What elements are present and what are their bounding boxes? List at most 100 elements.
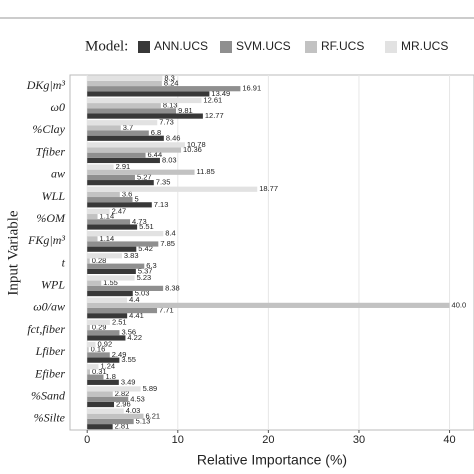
bar [87, 424, 113, 430]
value-label: 7.71 [159, 306, 174, 315]
value-label: 7.13 [154, 200, 169, 209]
value-label: 3.55 [121, 355, 136, 364]
value-label: 10.78 [187, 140, 206, 149]
x-tick-label: 20 [262, 434, 274, 446]
value-label: 4.4 [129, 295, 139, 304]
bar [87, 313, 128, 319]
bar [87, 418, 134, 425]
bar [87, 108, 177, 114]
value-label: 8.03 [162, 155, 177, 164]
value-label: 12.61 [203, 95, 222, 104]
bar [87, 219, 131, 225]
bar [87, 214, 98, 220]
bar [87, 253, 122, 259]
y-tick-label: %Silte [34, 411, 66, 425]
value-label: 2.51 [112, 317, 127, 326]
bar [87, 374, 104, 380]
value-label: 13.49 [211, 89, 230, 98]
legend-swatch [385, 41, 397, 53]
bar [87, 231, 164, 237]
legend-swatch [305, 41, 317, 53]
x-tick-label: 0 [84, 434, 90, 446]
x-tick-label: 30 [353, 434, 365, 446]
bar [87, 408, 124, 414]
y-axis-title: Input Variable [5, 210, 21, 295]
value-label: 5.03 [135, 289, 150, 298]
y-tick-label: ω0/aw [33, 300, 65, 314]
legend-label: ANN.UCS [154, 39, 208, 53]
bar [87, 347, 89, 353]
legend-label: MR.UCS [401, 39, 448, 53]
bar [87, 86, 241, 92]
legend-label: SVM.UCS [236, 39, 291, 53]
y-tick-label: Lfiber [35, 344, 66, 358]
value-label: 4.41 [129, 311, 144, 320]
bar [87, 147, 182, 153]
bar [87, 364, 99, 370]
bar [87, 224, 138, 230]
value-label: 5 [135, 195, 139, 204]
bar [87, 241, 159, 247]
value-label: 8.24 [164, 78, 179, 87]
bar [87, 330, 120, 336]
value-label: 5.51 [139, 222, 154, 231]
bar [87, 125, 121, 131]
bar [87, 391, 113, 397]
bar [87, 319, 110, 325]
value-label: 2.91 [116, 162, 131, 171]
bar [87, 75, 163, 81]
bar [87, 258, 90, 264]
value-label: 5.89 [143, 384, 158, 393]
y-tick-label: Tfiber [36, 144, 66, 158]
bar [87, 275, 135, 281]
value-label: 3.7 [123, 123, 133, 132]
value-label: 40.0 [452, 300, 467, 309]
value-label: 5.42 [138, 244, 153, 253]
value-label: 6.3 [146, 261, 156, 270]
value-label: 4.03 [126, 406, 141, 415]
y-tick-label: DKg|m³ [26, 78, 66, 92]
legend-label: RF.UCS [321, 39, 364, 53]
bar [87, 208, 110, 215]
value-label: 0.92 [98, 340, 113, 349]
x-tick-label: 40 [443, 434, 455, 446]
value-label: 3.56 [121, 328, 136, 337]
y-tick-label: aw [51, 167, 65, 181]
bar [87, 164, 114, 170]
value-label: 0.31 [92, 367, 107, 376]
bar [87, 302, 450, 308]
x-axis-title: Relative Importance (%) [197, 452, 347, 468]
bar [87, 236, 98, 242]
y-tick-label: ω0 [51, 100, 65, 114]
bar [87, 197, 133, 203]
legend-swatch [138, 41, 150, 53]
bar [87, 413, 144, 419]
value-label: 0.28 [92, 256, 107, 265]
y-tick-label: %Clay [32, 122, 65, 136]
legend-title: Model: [85, 38, 128, 54]
bar [87, 357, 120, 363]
y-tick-label: Efiber [34, 366, 65, 380]
bar [87, 268, 136, 274]
bar [87, 297, 128, 303]
value-label: 8.4 [165, 229, 175, 238]
x-tick-label: 10 [172, 434, 184, 446]
bar [87, 341, 96, 348]
value-label: 1.55 [103, 278, 118, 287]
bar [87, 285, 164, 291]
value-label: 6.8 [151, 128, 161, 137]
value-label: 1.24 [100, 362, 115, 371]
value-label: 6.44 [148, 150, 163, 159]
value-label: 6.21 [145, 411, 160, 420]
bar [87, 80, 162, 87]
bar [87, 174, 135, 181]
y-tick-label: WLL [42, 189, 66, 203]
bar [87, 130, 149, 136]
bar [87, 113, 203, 119]
bar [87, 280, 102, 286]
value-label: 7.73 [159, 118, 174, 127]
value-label: 3.6 [122, 189, 132, 198]
value-label: 18.77 [259, 184, 278, 193]
y-tick-label: %Sand [31, 388, 66, 402]
